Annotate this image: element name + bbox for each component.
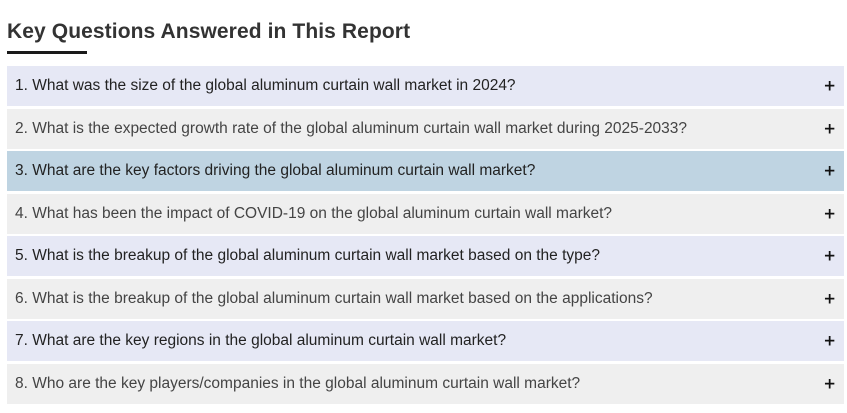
faq-item-3[interactable]: 3. What are the key factors driving the … [7,151,844,191]
faq-question: 7. What are the key regions in the globa… [15,332,507,349]
faq-question: 1. What was the size of the global alumi… [15,77,516,94]
faq-item-7[interactable]: 7. What are the key regions in the globa… [7,321,844,361]
plus-icon[interactable]: + [823,374,836,392]
plus-icon[interactable]: + [823,289,836,307]
plus-icon[interactable]: + [823,119,836,137]
faq-item-6[interactable]: 6. What is the breakup of the global alu… [7,278,844,319]
faq-question: 4. What has been the impact of COVID-19 … [15,204,613,222]
faq-question: 8. Who are the key players/companies in … [15,374,581,392]
faq-item-5[interactable]: 5. What is the breakup of the global alu… [7,236,844,276]
faq-item-1[interactable]: 1. What was the size of the global alumi… [7,66,844,106]
faq-question: 3. What are the key factors driving the … [15,162,536,179]
heading-underline [7,51,87,54]
faq-item-8[interactable]: 8. Who are the key players/companies in … [7,363,844,404]
plus-icon[interactable]: + [823,246,836,265]
section-heading: Key Questions Answered in This Report [7,20,411,43]
plus-icon[interactable]: + [823,76,836,95]
faq-item-4[interactable]: 4. What has been the impact of COVID-19 … [7,193,844,234]
faq-question: 5. What is the breakup of the global alu… [15,247,601,264]
faq-question: 6. What is the breakup of the global alu… [15,289,653,307]
plus-icon[interactable]: + [823,204,836,222]
plus-icon[interactable]: + [823,161,836,180]
faq-item-2[interactable]: 2. What is the expected growth rate of t… [7,108,844,149]
plus-icon[interactable]: + [823,331,836,350]
faq-list: 1. What was the size of the global alumi… [7,66,844,406]
faq-question: 2. What is the expected growth rate of t… [15,119,688,137]
